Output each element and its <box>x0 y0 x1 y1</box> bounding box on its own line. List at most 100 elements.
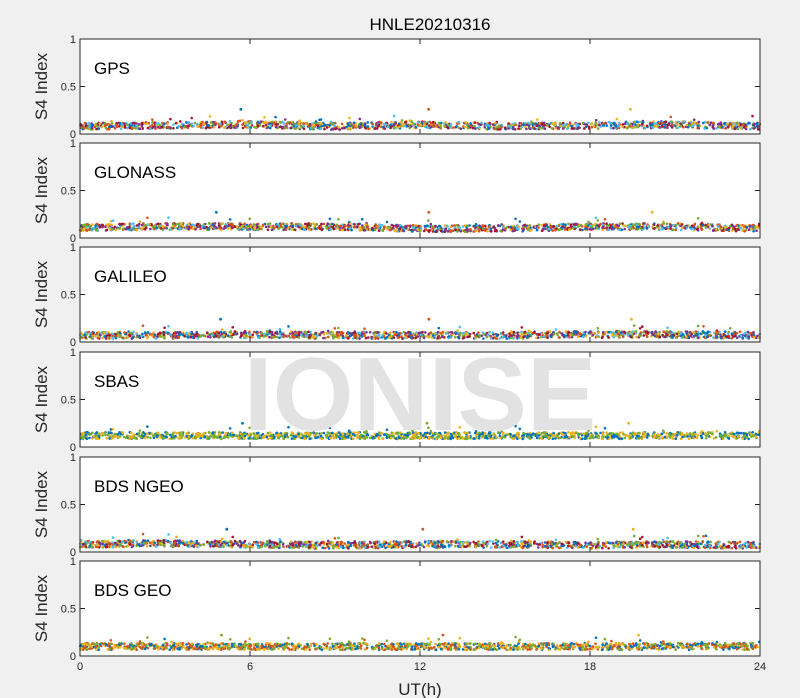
data-point <box>665 222 669 225</box>
data-point <box>693 223 696 227</box>
data-point <box>654 125 657 128</box>
data-point <box>411 230 414 233</box>
data-point <box>616 332 619 335</box>
data-point <box>739 224 743 227</box>
data-point <box>377 229 381 232</box>
data-point <box>116 227 120 230</box>
data-point <box>359 227 363 231</box>
data-point <box>316 124 320 128</box>
data-point <box>592 227 595 231</box>
data-point <box>103 331 107 334</box>
data-point <box>158 331 162 335</box>
data-point <box>570 124 573 128</box>
data-point <box>348 127 352 130</box>
data-point <box>110 223 113 226</box>
data-point <box>635 223 638 226</box>
data-point <box>717 122 721 126</box>
data-point <box>436 331 440 334</box>
data-point <box>569 224 573 228</box>
data-point <box>666 326 669 330</box>
data-point <box>132 126 135 130</box>
data-point <box>542 224 546 227</box>
data-point <box>534 122 538 125</box>
data-point <box>199 123 203 127</box>
data-point <box>185 121 188 124</box>
data-point <box>617 124 620 128</box>
data-point <box>345 125 348 129</box>
data-point <box>291 224 295 228</box>
data-point <box>587 121 590 125</box>
data-point <box>380 125 383 129</box>
data-point <box>290 121 294 124</box>
data-point <box>463 125 467 129</box>
data-point <box>450 331 454 334</box>
data-point <box>703 121 707 124</box>
data-point <box>567 124 570 127</box>
data-point <box>537 226 540 229</box>
data-point-peak <box>650 210 654 214</box>
data-point <box>124 227 128 231</box>
data-point <box>274 125 278 129</box>
data-point <box>146 331 150 334</box>
data-point <box>118 121 122 125</box>
data-point <box>656 334 659 338</box>
data-point <box>360 217 364 221</box>
data-point <box>536 118 539 121</box>
data-point <box>489 227 493 230</box>
data-point <box>322 222 326 226</box>
data-point <box>645 124 649 128</box>
data-point <box>282 122 286 125</box>
data-point <box>363 327 366 331</box>
data-point <box>596 127 600 130</box>
data-point <box>147 121 151 125</box>
data-point <box>485 227 488 231</box>
data-point <box>228 125 232 128</box>
data-point <box>149 436 152 440</box>
data-point <box>386 125 390 129</box>
data-point <box>723 336 726 340</box>
data-point <box>680 223 684 226</box>
data-point <box>641 325 644 328</box>
data-point <box>324 225 328 228</box>
data-point <box>251 333 254 337</box>
data-point <box>723 330 727 334</box>
data-point <box>154 336 158 340</box>
data-point <box>578 332 581 335</box>
data-point <box>603 426 607 430</box>
data-point <box>466 123 469 127</box>
data-point <box>684 330 688 333</box>
data-point <box>545 224 549 228</box>
data-point <box>447 126 450 130</box>
data-point <box>208 222 211 225</box>
data-point <box>711 224 714 227</box>
data-point <box>100 223 104 227</box>
data-point <box>152 227 156 231</box>
data-point <box>664 120 668 123</box>
data-point <box>358 117 362 121</box>
data-point <box>159 335 162 338</box>
data-point <box>705 335 709 339</box>
data-point <box>422 124 426 127</box>
data-point <box>190 225 193 229</box>
data-point <box>449 225 453 229</box>
data-point <box>267 122 271 125</box>
data-point <box>283 126 287 130</box>
data-point <box>217 433 221 436</box>
data-point <box>83 121 87 125</box>
data-point <box>243 222 246 226</box>
data-point <box>148 333 152 336</box>
data-point <box>690 224 694 228</box>
data-point <box>589 330 592 333</box>
data-point <box>463 224 467 227</box>
data-point <box>409 125 413 128</box>
data-point <box>456 329 459 332</box>
data-point <box>428 120 432 124</box>
data-point <box>349 122 352 126</box>
data-point <box>522 228 525 231</box>
data-point <box>419 227 423 231</box>
data-point <box>294 124 298 127</box>
data-point <box>280 126 284 129</box>
data-point <box>284 118 287 121</box>
